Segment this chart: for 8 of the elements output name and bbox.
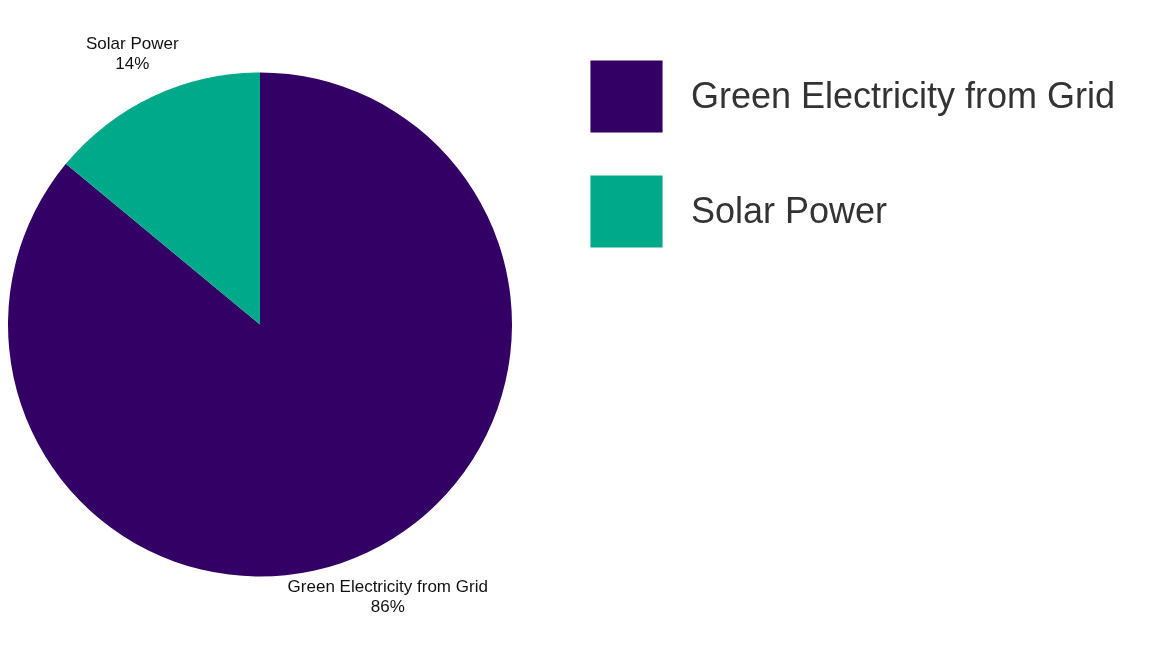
slice-label: Green Electricity from Grid <box>287 576 488 596</box>
pie-slice <box>8 72 512 577</box>
legend-label: Green Electricity from Grid <box>691 74 1116 116</box>
slice-label: Solar Power <box>85 34 179 54</box>
legend-label: Solar Power <box>691 189 888 231</box>
pie-slice <box>65 72 260 325</box>
data-label: 14% <box>115 54 150 74</box>
data-label: 86% <box>370 596 405 616</box>
